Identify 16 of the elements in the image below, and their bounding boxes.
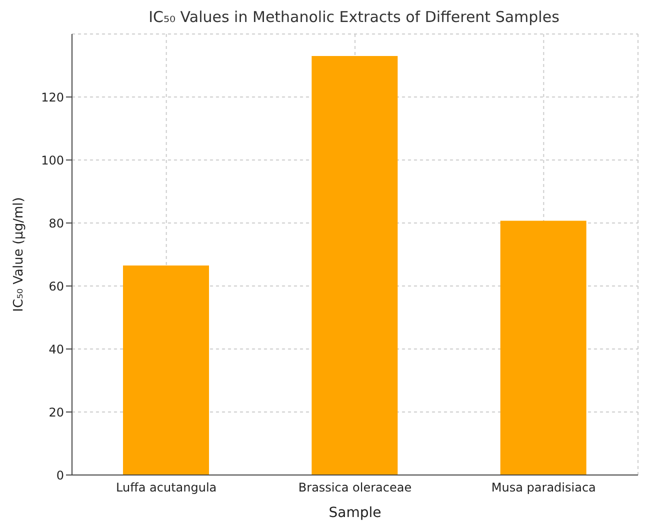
x-tick-label: Luffa acutangula [116, 480, 217, 495]
y-tick-label: 60 [48, 279, 64, 294]
bar [123, 266, 209, 475]
y-axis-title: IC₅₀ Value (µg/ml) [12, 197, 27, 312]
bar [312, 56, 398, 475]
bar [500, 220, 586, 475]
y-tick-label: 80 [48, 216, 64, 230]
chart-title: IC₅₀ Values in Methanolic Extracts of Different Samples [148, 8, 560, 28]
y-tick-label: 20 [48, 405, 64, 420]
y-tick-label: 40 [48, 342, 64, 356]
y-tick-label: 100 [41, 153, 64, 168]
y-tick-label: 0 [56, 468, 64, 482]
x-tick-label: Brassica oleraceae [298, 480, 412, 495]
x-axis-title: Sample [328, 505, 382, 521]
y-tick-label: 120 [41, 90, 64, 104]
x-tick-label: Musa paradisiaca [491, 480, 596, 495]
